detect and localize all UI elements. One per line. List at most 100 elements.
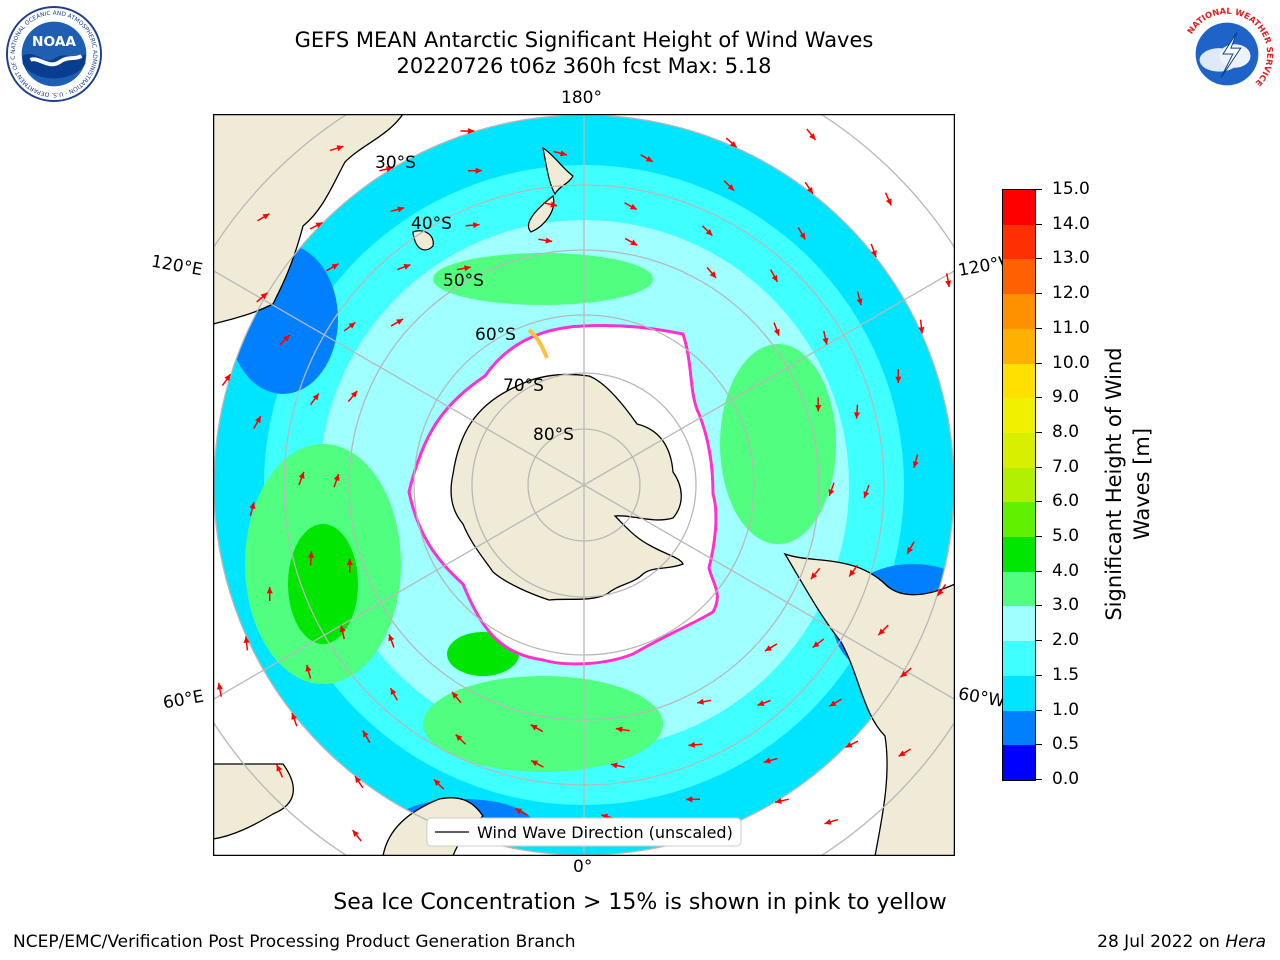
colorbar-tick	[1036, 258, 1042, 260]
wave-direction-arrow	[347, 390, 358, 403]
colorbar	[1002, 189, 1036, 781]
wave-direction-arrow	[774, 797, 789, 804]
wave-direction-arrow	[256, 292, 268, 303]
longitude-grid	[213, 114, 955, 856]
colorbar-tick-label: 3.0	[1052, 595, 1080, 616]
wave-direction-arrow	[898, 748, 911, 757]
new-zealand-north	[542, 146, 574, 196]
lon-label-60w: 60°W	[956, 684, 1007, 712]
wave-direction-arrow	[688, 741, 703, 748]
colorbar-tick	[1036, 709, 1042, 711]
noaa-logo: NATIONAL OCEANIC AND ATMOSPHERIC ADMINIS…	[5, 5, 103, 103]
wave-direction-arrow	[538, 237, 553, 244]
wave-direction-arrow	[530, 759, 544, 768]
colorbar-segment	[1003, 432, 1035, 468]
wave-direction-arrow	[624, 202, 638, 211]
colorbar-tick-label: 11.0	[1052, 317, 1090, 338]
wave-direction-arrow	[685, 796, 701, 803]
wave-direction-arrow	[343, 321, 356, 332]
chart-subtitle: 20220726 t06z 360h fcst Max: 5.18	[396, 54, 772, 78]
wave-direction-arrow	[379, 166, 394, 173]
wave-direction-arrow	[773, 322, 780, 336]
colorbar-tick	[1036, 605, 1042, 607]
wave-direction-arrow	[456, 265, 471, 272]
wave-direction-arrow	[305, 664, 312, 679]
wave-direction-arrow	[333, 473, 340, 488]
colorbar-segment	[1003, 467, 1035, 503]
wave-direction-arrow	[266, 586, 273, 602]
colorbar-tick	[1036, 293, 1042, 295]
wave-direction-arrow	[465, 222, 480, 229]
wave-direction-arrow	[706, 266, 717, 279]
colorbar-tick	[1036, 570, 1042, 572]
noaa-logo-text: NOAA	[32, 34, 76, 50]
colorbar-tick	[1036, 223, 1042, 225]
polar-map: Wind Wave Direction (unscaled) 30°S 40°S…	[213, 114, 955, 856]
wave-direction-arrow	[433, 778, 445, 790]
colorbar-tick-label: 5.0	[1052, 526, 1080, 547]
map-legend-label: Wind Wave Direction (unscaled)	[477, 823, 733, 842]
wave-direction-arrow	[848, 564, 859, 578]
wave-zone-north	[433, 253, 653, 305]
wave-direction-arrow	[615, 726, 630, 733]
wave-direction-arrow	[906, 541, 915, 555]
colorbar-tick-label: 2.0	[1052, 630, 1080, 651]
lon-label-60e: 60°E	[161, 686, 206, 714]
colorbar-tick-label: 15.0	[1052, 179, 1090, 199]
colorbar-tick	[1036, 189, 1042, 190]
wave-direction-arrow	[390, 206, 405, 213]
lat-label-60s: 60°S	[475, 325, 516, 345]
wave-direction-arrow	[853, 404, 860, 419]
wave-direction-arrow	[863, 484, 870, 499]
wave-direction-arrow	[339, 625, 346, 640]
wave-direction-arrow	[856, 291, 863, 306]
colorbar-tick-label: 9.0	[1052, 387, 1080, 408]
wave-zone-west-core	[288, 524, 358, 644]
lat-label-30s: 30°S	[375, 153, 416, 173]
colorbar-segment	[1003, 675, 1035, 711]
wave-direction-arrow	[936, 583, 947, 597]
colorbar-segment	[1003, 745, 1035, 780]
colorbar-tick	[1036, 466, 1042, 468]
colorbar-segment	[1003, 571, 1035, 607]
wave-direction-arrow	[276, 764, 284, 778]
wave-direction-arrow	[514, 807, 528, 816]
wave-direction-arrow	[804, 181, 814, 195]
colorbar-tick-label: 0.5	[1052, 734, 1080, 755]
wave-zone-south	[423, 676, 663, 772]
wave-direction-arrow	[624, 237, 638, 246]
wave-direction-arrow	[764, 643, 778, 652]
lat-label-40s: 40°S	[411, 214, 452, 234]
new-zealand-south	[527, 194, 555, 233]
wave-direction-arrow	[829, 698, 842, 707]
colorbar-segment	[1003, 641, 1035, 676]
lon-label-180: 180°	[561, 88, 602, 108]
colorbar-segment	[1003, 363, 1035, 399]
map-border	[213, 114, 955, 856]
wave-direction-arrow	[810, 567, 821, 580]
wave-direction-arrow	[362, 730, 371, 743]
wave-direction-arrow	[763, 757, 778, 764]
lat-label-70s: 70°S	[503, 376, 544, 396]
wave-direction-arrow	[257, 213, 270, 222]
colorbar-tick-label: 7.0	[1052, 456, 1080, 477]
colorbar-tick	[1036, 431, 1042, 433]
wave-direction-arrow	[797, 227, 806, 240]
colorbar-tick-label: 10.0	[1052, 352, 1090, 373]
wave-direction-arrow	[397, 263, 411, 271]
colorbar-segment	[1003, 398, 1035, 433]
footer-date-text: 28 Jul 2022 on	[1097, 932, 1220, 952]
wave-direction-arrow	[352, 829, 362, 842]
lon-label-0: 0°	[573, 857, 593, 877]
lat-label-80s: 80°S	[533, 425, 574, 445]
colorbar-tick	[1036, 397, 1042, 399]
colorbar-tick-label: 8.0	[1052, 421, 1080, 442]
wave-direction-arrow	[390, 318, 404, 327]
wave-direction-arrow	[455, 733, 467, 745]
wave-direction-arrow	[243, 636, 250, 651]
colorbar-tick	[1036, 536, 1042, 538]
colorbar-tick-label: 1.5	[1052, 664, 1080, 685]
wave-direction-arrow	[291, 712, 298, 727]
wave-direction-arrow	[610, 762, 625, 769]
wave-direction-arrow	[388, 634, 395, 648]
